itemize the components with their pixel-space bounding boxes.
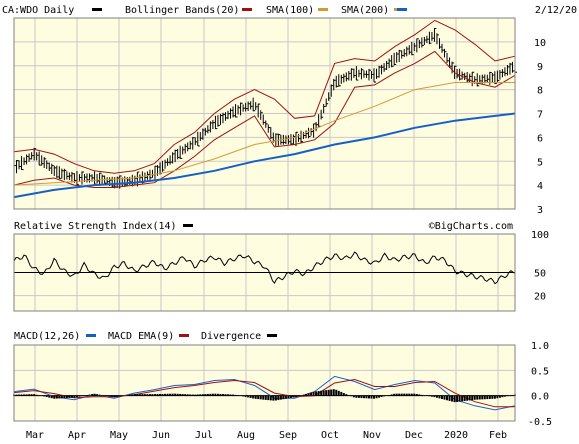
legend-sma100-label: SMA(100) (266, 5, 314, 16)
y-tick-label: 6 (537, 133, 543, 144)
divergence-label: Divergence (201, 331, 261, 342)
x-tick-label: Jun (152, 430, 170, 441)
macd-label: MACD(12,26) (14, 331, 80, 342)
x-tick-label: Nov (363, 430, 381, 441)
sma100-line (13, 82, 515, 186)
rsi-label: Relative Strength Index(14) (14, 221, 177, 232)
x-tick-label: Aug (237, 430, 255, 441)
x-tick-label: Dec (405, 430, 423, 441)
y-tick-label: 8 (537, 86, 543, 97)
legend-sma200-label: SMA(200) (341, 5, 389, 16)
y-tick-label: 1.0 (531, 341, 549, 352)
x-tick-label: Apr (68, 430, 86, 441)
price-series-layer (13, 19, 517, 199)
y-tick-label: 4 (537, 181, 543, 192)
y-tick-label: 10 (534, 38, 546, 49)
macd-ema-line (13, 378, 515, 408)
macd-y-ticks: -0.5 0.0 0.5 1.0 (528, 341, 552, 428)
macd-ema-label: MACD EMA(9) (108, 331, 174, 342)
x-tick-label: Mar (26, 430, 44, 441)
macd-panel-border (13, 344, 516, 422)
date-label: 2/12/20 (535, 5, 577, 16)
legend-bollinger-swatch (242, 8, 252, 11)
x-tick-label: Feb (489, 430, 507, 441)
rsi-swatch (183, 224, 193, 227)
y-tick-label: -0.5 (528, 417, 552, 428)
y-tick-label: 100 (531, 230, 549, 241)
watermark: ©BigCharts.com (429, 221, 513, 232)
legend-extra-swatch (397, 8, 407, 11)
y-tick-label: 3 (537, 205, 543, 216)
macd-swatch (86, 334, 96, 337)
x-tick-label: Oct (321, 430, 339, 441)
x-tick-label: Sep (279, 430, 297, 441)
price-y-ticks: 3 4 5 6 7 8 9 10 (534, 38, 546, 216)
bollinger-upper-line (13, 19, 516, 174)
y-tick-label: 5 (537, 157, 543, 168)
legend-sma100-swatch (318, 8, 328, 11)
rsi-series-layer (13, 251, 516, 285)
x-tick-label: 2020 (444, 430, 468, 441)
x-tick-label: Jul (195, 430, 213, 441)
symbol-swatch (92, 8, 102, 11)
macd-panel (14, 345, 515, 421)
sma200-line (13, 112, 516, 199)
price-panel-border (13, 17, 516, 210)
y-tick-label: 9 (537, 62, 543, 73)
y-tick-label: 7 (537, 110, 543, 121)
x-tick-label: May (110, 430, 128, 441)
rsi-panel-border (13, 233, 516, 312)
rsi-line (13, 251, 516, 285)
legend-bollinger-label: Bollinger Bands(20) (125, 5, 239, 16)
divergence-swatch (267, 334, 277, 337)
rsi-y-ticks: 20 50 100 (531, 230, 549, 303)
macd-series-layer (13, 375, 516, 411)
y-tick-label: 0.5 (531, 366, 549, 377)
symbol-label: CA:WDO Daily (2, 5, 74, 16)
macd-ema-swatch (179, 334, 189, 337)
x-axis-labels: Mar Apr May Jun Jul Aug Sep Oct Nov Dec 2020 Feb (26, 430, 507, 441)
bollinger-lower-line (13, 50, 516, 188)
y-tick-label: 0.0 (531, 392, 549, 403)
y-tick-label: 50 (534, 269, 546, 280)
y-tick-label: 20 (534, 292, 546, 303)
